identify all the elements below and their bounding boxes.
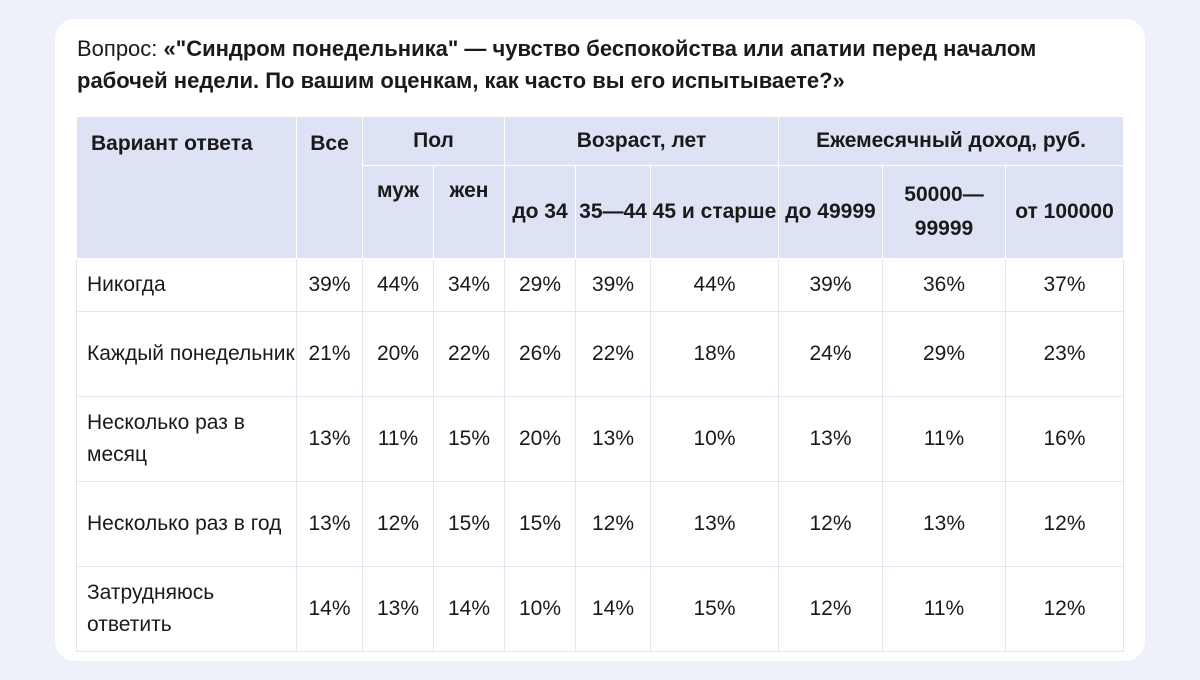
cell-income-100000-plus: 37% [1005,258,1124,312]
header-age-group: Возраст, лет [504,116,779,166]
cell-income-100000-plus: 23% [1005,311,1124,397]
header-female: жен [433,165,505,259]
cell-age-under-34: 20% [504,396,576,482]
cell-male: 12% [362,481,434,567]
cell-male: 44% [362,258,434,312]
table-row: Каждый понедельник 21% 20% 22% 26% 22% 1… [76,311,1124,397]
question-body: «"Синдром понедельника" — чувство беспок… [77,36,1037,93]
header-income-100000-plus: от 100000 [1005,165,1124,259]
table-row: Несколько раз в месяц 13% 11% 15% 20% 13… [76,396,1124,482]
cell-all: 13% [296,481,363,567]
cell-all: 13% [296,396,363,482]
header-gender-group: Пол [362,116,505,166]
table-row: Затрудняюсь ответить 14% 13% 14% 10% 14%… [76,566,1124,652]
cell-income-under-49999: 13% [778,396,883,482]
header-male: муж [362,165,434,259]
cell-income-100000-plus: 12% [1005,566,1124,652]
survey-results-table: Вариант ответа Все Пол Возраст, лет Ежем… [76,116,1124,652]
answer-label: Несколько раз в месяц [76,396,297,482]
cell-male: 11% [362,396,434,482]
answer-label: Несколько раз в год [76,481,297,567]
cell-income-under-49999: 12% [778,566,883,652]
cell-income-under-49999: 39% [778,258,883,312]
cell-income-50000-99999: 11% [882,396,1006,482]
header-income-group: Ежемесячный доход, руб. [778,116,1124,166]
question-prefix: Вопрос: [77,36,164,61]
cell-income-100000-plus: 16% [1005,396,1124,482]
table-row: Несколько раз в год 13% 12% 15% 15% 12% … [76,481,1124,567]
cell-all: 39% [296,258,363,312]
cell-age-45-plus: 44% [650,258,779,312]
header-age-35-44: 35—44 [575,165,651,259]
header-all: Все [296,116,363,259]
cell-age-45-plus: 13% [650,481,779,567]
table-row: Никогда 39% 44% 34% 29% 39% 44% 39% 36% … [76,258,1124,312]
cell-age-under-34: 15% [504,481,576,567]
cell-age-45-plus: 18% [650,311,779,397]
survey-card: Вопрос: «"Синдром понедельника" — чувств… [55,19,1145,661]
cell-male: 20% [362,311,434,397]
cell-income-50000-99999: 13% [882,481,1006,567]
cell-female: 22% [433,311,505,397]
header-income-under-49999: до 49999 [778,165,883,259]
table-header-row-groups: Вариант ответа Все Пол Возраст, лет Ежем… [76,116,1124,259]
cell-age-under-34: 10% [504,566,576,652]
cell-age-under-34: 29% [504,258,576,312]
cell-female: 34% [433,258,505,312]
header-income-50000-99999: 50000—99999 [882,165,1006,259]
cell-age-35-44: 22% [575,311,651,397]
cell-age-under-34: 26% [504,311,576,397]
cell-income-under-49999: 24% [778,311,883,397]
cell-income-100000-plus: 12% [1005,481,1124,567]
cell-income-under-49999: 12% [778,481,883,567]
answer-label: Никогда [76,258,297,312]
question-text: Вопрос: «"Синдром понедельника" — чувств… [77,33,1117,97]
cell-all: 14% [296,566,363,652]
cell-all: 21% [296,311,363,397]
cell-income-50000-99999: 29% [882,311,1006,397]
cell-age-35-44: 14% [575,566,651,652]
cell-female: 15% [433,481,505,567]
header-age-45-plus: 45 и старше [650,165,779,259]
answer-label: Каждый понедельник [76,311,297,397]
header-answer-option: Вариант ответа [76,116,297,259]
cell-age-35-44: 39% [575,258,651,312]
table-header-row-subgroups: муж жен до 34 35—44 45 и старше до 49999… [77,165,1124,259]
header-age-under-34: до 34 [504,165,576,259]
cell-age-45-plus: 15% [650,566,779,652]
cell-age-45-plus: 10% [650,396,779,482]
answer-label: Затрудняюсь ответить [76,566,297,652]
cell-male: 13% [362,566,434,652]
cell-female: 14% [433,566,505,652]
cell-age-35-44: 13% [575,396,651,482]
cell-female: 15% [433,396,505,482]
cell-age-35-44: 12% [575,481,651,567]
cell-income-50000-99999: 11% [882,566,1006,652]
cell-income-50000-99999: 36% [882,258,1006,312]
